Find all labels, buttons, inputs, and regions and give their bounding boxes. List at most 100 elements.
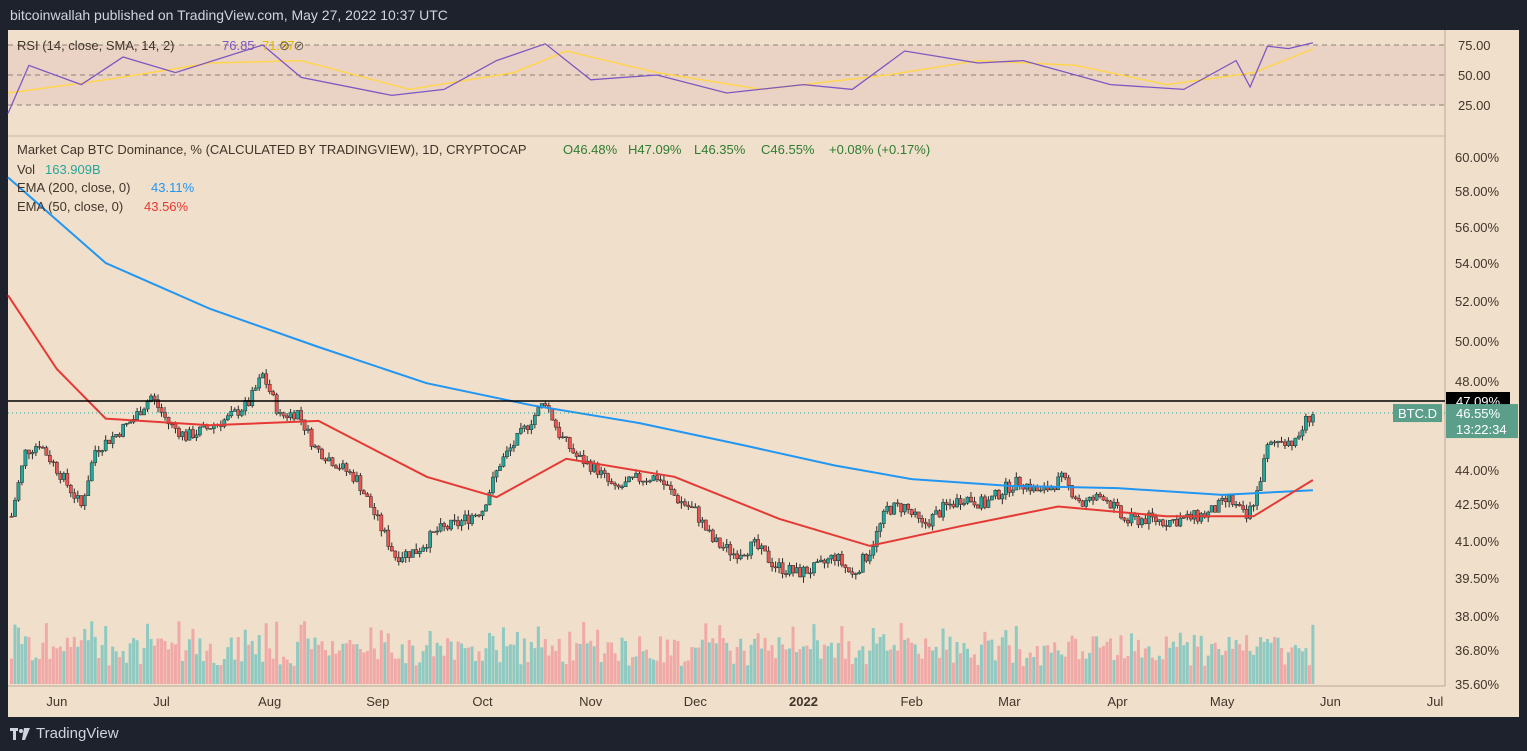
eye-off-icon[interactable]: ⊘ ⊘ <box>279 38 304 53</box>
volume-bar <box>669 655 673 684</box>
price-tick-label: 48.00% <box>1455 374 1500 389</box>
volume-bar <box>983 631 987 684</box>
price-tick-label: 35.60% <box>1455 677 1500 692</box>
candle-body <box>916 511 921 519</box>
candle-body <box>264 373 269 385</box>
candle-body <box>1272 441 1277 444</box>
volume-bar <box>1074 638 1078 684</box>
candle-body <box>1073 496 1078 499</box>
candle-body <box>669 485 673 490</box>
volume-bar <box>1252 654 1256 684</box>
volume-bar <box>889 649 893 684</box>
candle-body <box>470 515 474 524</box>
volume-bar <box>278 664 282 684</box>
candle-body <box>421 547 426 552</box>
candle-body <box>334 465 338 469</box>
chart-canvas[interactable]: 60.00% 58.00% 56.00% 54.00% 52.00% 50.00% 48.0… <box>0 30 1527 717</box>
price-labels: 47.09%BTC.D 46.55%13:22:34 <box>8 392 1518 439</box>
price-axis[interactable]: 60.00% 58.00% 56.00% 54.00% 52.00% 50.00% 48.0… <box>1444 30 1500 692</box>
volume-bar <box>498 662 502 684</box>
candle-body <box>745 554 750 557</box>
tradingview-logo-icon <box>10 727 30 740</box>
volume-bar <box>1095 636 1099 684</box>
candle-body <box>777 562 781 568</box>
candle-body <box>145 401 150 410</box>
volume-bar <box>442 655 446 684</box>
candle-body <box>393 550 398 558</box>
candle-body <box>1167 520 1172 527</box>
volume-bar <box>439 645 443 684</box>
candle-body <box>738 554 743 560</box>
candle-body <box>557 426 562 438</box>
candle-body <box>567 437 572 449</box>
volume-bar <box>372 648 376 684</box>
volume-bar <box>568 631 572 684</box>
volume-bar <box>1046 645 1050 684</box>
candle-body <box>128 421 132 424</box>
volume-bar <box>334 653 338 684</box>
volume-bar <box>51 646 55 684</box>
volume-bar <box>1217 649 1221 684</box>
candle-body <box>1063 472 1068 479</box>
volume-bar <box>83 628 87 684</box>
volume-bar <box>885 650 889 684</box>
candle-body <box>1028 483 1033 492</box>
candle-body <box>679 501 684 504</box>
candle-body <box>257 377 262 389</box>
candle-body <box>1227 495 1231 503</box>
candle-body <box>79 495 84 506</box>
candle-body <box>1115 502 1120 506</box>
candle-body <box>191 429 195 438</box>
time-axis[interactable]: Jun Jul Aug Sep Oct Nov Dec 2022 Feb Mar Apr May Jun… <box>8 685 1445 709</box>
volume-bar <box>651 659 655 684</box>
candle-body <box>1269 441 1273 445</box>
candle-body <box>976 504 980 509</box>
candle-body <box>1129 513 1134 524</box>
volume-bar <box>1088 652 1092 684</box>
volume-bar <box>1098 647 1102 684</box>
candle-body <box>930 514 935 527</box>
candle-body <box>1087 496 1092 501</box>
candle-body <box>735 553 740 560</box>
volume-bar <box>993 660 997 684</box>
volume-bar <box>788 648 792 684</box>
candle-body <box>135 411 139 420</box>
volume-bar <box>1279 647 1283 684</box>
candle-body <box>177 428 181 437</box>
candle-body <box>1192 510 1197 520</box>
candle-body <box>634 473 638 478</box>
candle-body <box>253 387 258 391</box>
volume-bar <box>79 640 83 684</box>
volume-bar <box>679 665 683 684</box>
candle-body <box>159 407 164 413</box>
candle-body <box>68 485 73 494</box>
candle-body <box>1080 500 1085 507</box>
candle-body <box>1077 498 1081 502</box>
volume-bar <box>41 642 45 684</box>
volume-bar <box>529 641 533 684</box>
volume-bar <box>1004 630 1008 684</box>
volume-bar <box>829 642 833 684</box>
footer-bar: TradingView <box>0 717 1527 751</box>
tradingview-logo[interactable]: TradingView <box>10 725 119 742</box>
candle-body <box>96 450 101 453</box>
candle-body <box>1143 518 1148 524</box>
candle-body <box>606 473 610 482</box>
price-tick-label: 44.00% <box>1455 463 1500 478</box>
volume-bar <box>247 644 251 684</box>
price-tick-label: 42.50% <box>1455 497 1500 512</box>
volume-bar <box>1283 664 1287 684</box>
volume-bar <box>1185 642 1189 684</box>
volume-bar <box>1220 655 1224 684</box>
candle-body <box>1251 505 1256 507</box>
candle-body <box>1147 512 1151 524</box>
volume-bar <box>299 624 303 684</box>
candle-body <box>822 559 827 564</box>
volume-bar <box>1049 652 1053 684</box>
volume-bar <box>16 627 20 684</box>
candle-body <box>313 445 317 448</box>
ohlc-low: L46.35% <box>694 142 746 157</box>
volume-bar <box>1112 659 1116 684</box>
price-tick-label: 60.00% <box>1455 150 1500 165</box>
volume-bar <box>638 636 642 684</box>
